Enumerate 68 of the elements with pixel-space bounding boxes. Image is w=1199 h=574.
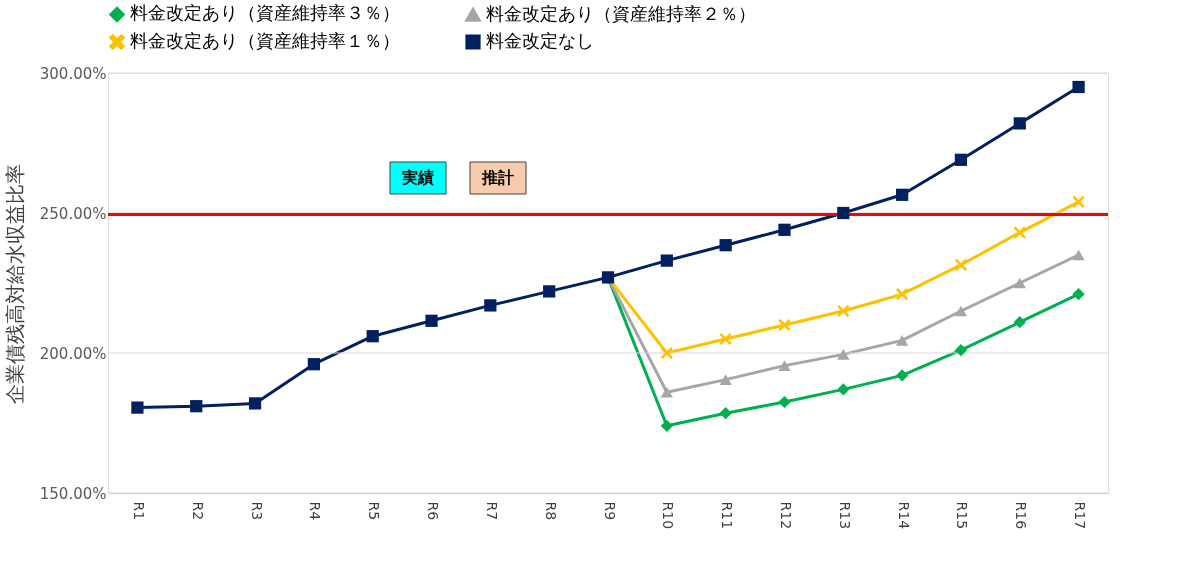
legend-label: 料金改定あり（資産維持率２％） [486,2,756,24]
point [778,223,791,236]
point [837,349,850,360]
point [1013,316,1026,329]
x-tick-label: R4 [307,501,324,521]
x-tick-label: R14 [895,501,912,530]
point [895,335,909,346]
point [425,314,438,327]
x-tick-label: R13 [836,501,853,530]
point [954,153,968,166]
x-tick-label: R3 [248,501,265,521]
x-tick-label: R1 [130,501,147,521]
point [1072,80,1085,94]
point [778,360,791,371]
point [660,386,673,398]
x-tick-label: R11 [719,501,736,530]
point [543,285,556,298]
y-tick-label: 300.00% [39,64,107,83]
y-tick-label: 200.00% [39,344,107,363]
point [837,383,850,396]
y-tick-label: 250.00% [39,204,107,223]
point [895,369,909,382]
point [660,254,673,267]
x-tick-label: R16 [1013,501,1030,530]
point [719,332,732,346]
annotation: 実績 [401,168,434,187]
point [719,407,732,420]
legend-label: 料金改定なし [486,30,594,51]
point [719,374,732,385]
point [778,318,791,332]
point [837,304,850,318]
annotation: 推計 [481,168,514,187]
point [954,258,968,271]
x-tick-label: R7 [483,501,500,521]
point [1072,288,1085,301]
point [248,397,262,410]
point [719,239,732,252]
point [307,358,321,371]
point [190,400,203,413]
point [895,288,909,301]
point [660,419,673,432]
point [1072,195,1085,208]
point [895,188,909,201]
point [131,401,144,414]
point [1072,249,1085,261]
x-tick-label: R12 [777,501,794,530]
x-tick-label: R17 [1072,501,1089,530]
point [660,346,673,360]
point [1013,277,1026,289]
legend-label: 料金改定あり（資産維持率３％） [130,2,400,24]
point [954,344,968,357]
point [1013,226,1026,239]
x-tick-label: R10 [660,501,677,530]
point [778,395,791,409]
point [484,299,497,312]
x-tick-label: R9 [601,501,618,521]
x-tick-label: R2 [189,501,206,521]
point [954,305,968,317]
y-tick-label: 150.00% [39,484,107,503]
point [1013,117,1026,130]
x-tick-label: R6 [425,501,442,521]
y-axis-title: 企業債残高対給水収益比率 [2,163,27,404]
x-tick-label: R15 [954,501,971,530]
point [837,206,850,220]
legend-label: 料金改定あり（資産維持率１％） [130,30,400,51]
x-tick-label: R5 [366,501,383,521]
point [366,330,379,343]
x-tick-label: R8 [542,501,559,521]
